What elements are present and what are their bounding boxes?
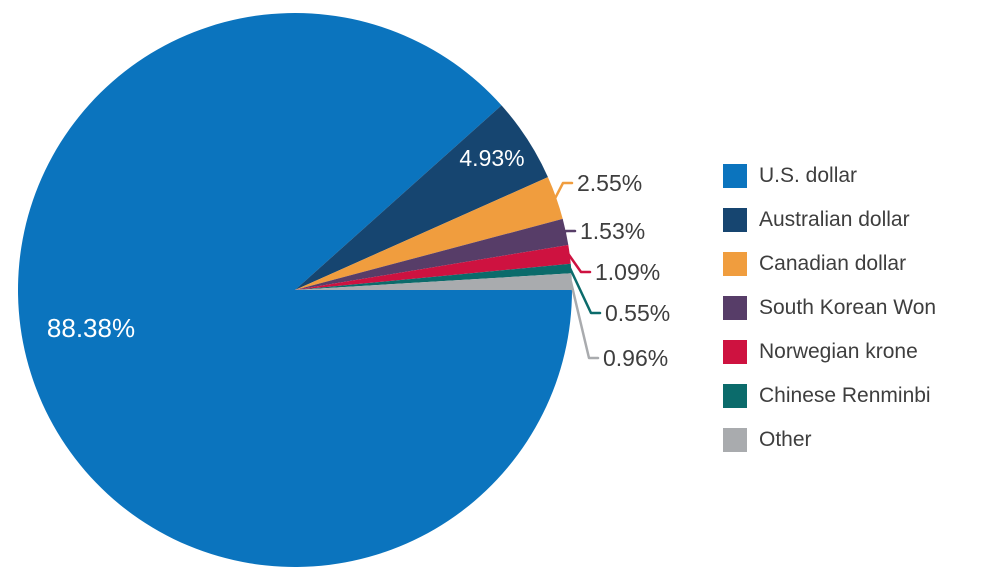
leader-line-norwegian-krone [567, 253, 592, 274]
value-label-canadian-dollar: 2.55% [577, 170, 642, 196]
legend-swatch-australian-dollar [723, 208, 747, 232]
leader-line-canadian-dollar [553, 181, 574, 200]
legend-item-u-s-dollar: U.S. dollar [723, 164, 936, 188]
legend-item-norwegian-krone: Norwegian krone [723, 340, 936, 364]
pie-slice-other [295, 273, 572, 290]
legend-swatch-canadian-dollar [723, 252, 747, 276]
legend-label: U.S. dollar [759, 164, 858, 187]
legend-swatch-south-korean-won [723, 296, 747, 320]
legend-item-south-korean-won: South Korean Won [723, 296, 936, 320]
pie-slice-canadian-dollar [295, 177, 563, 290]
value-label-south-korean-won: 1.53% [580, 218, 645, 244]
leader-line-other [569, 280, 600, 360]
legend-label: Chinese Renminbi [759, 384, 931, 407]
pie-slice-norwegian-krone [295, 244, 571, 290]
pie-slice-chinese-renminbi [295, 263, 572, 290]
legend-label: Other [759, 428, 812, 451]
pie-slice-australian-dollar [295, 105, 548, 291]
legend-label: Australian dollar [759, 208, 910, 231]
legend: U.S. dollar Australian dollar Canadian dol… [723, 164, 936, 452]
value-label-australian-dollar: 4.93% [459, 145, 524, 171]
leader-line-chinese-renminbi [568, 267, 602, 315]
legend-label: South Korean Won [759, 296, 937, 319]
value-label-norwegian-krone: 1.09% [595, 259, 660, 285]
legend-swatch-other [723, 428, 747, 452]
value-label-other: 0.96% [603, 345, 668, 371]
legend-item-other: Other [723, 428, 936, 452]
leader-line-south-korean-won [563, 229, 577, 234]
value-label-chinese-renminbi: 0.55% [605, 300, 670, 326]
legend-item-australian-dollar: Australian dollar [723, 208, 936, 232]
pie-slice-south-korean-won [295, 218, 569, 290]
legend-item-canadian-dollar: Canadian dollar [723, 252, 936, 276]
legend-item-chinese-renminbi: Chinese Renminbi [723, 384, 936, 408]
legend-swatch-chinese-renminbi [723, 384, 747, 408]
legend-swatch-norwegian-krone [723, 340, 747, 364]
pie-slice-u-s-dollar [17, 12, 572, 567]
legend-label: Canadian dollar [759, 252, 907, 275]
value-label-u-s-dollar: 88.38% [47, 313, 135, 343]
legend-swatch-u-s-dollar [723, 164, 747, 188]
legend-label: Norwegian krone [759, 340, 918, 363]
